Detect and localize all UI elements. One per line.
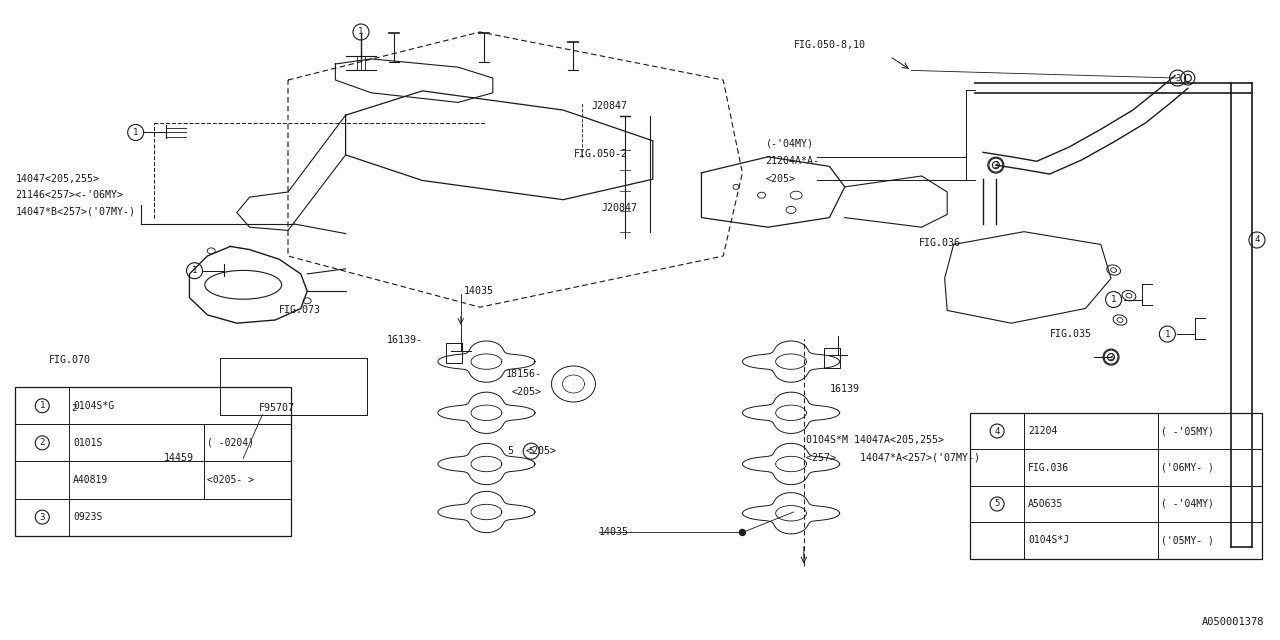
Text: 5  <205>: 5 <205> xyxy=(508,446,557,456)
Text: 16139: 16139 xyxy=(829,384,859,394)
Text: F95707: F95707 xyxy=(259,403,294,413)
Text: FIG.070: FIG.070 xyxy=(49,355,91,365)
Text: 16139-: 16139- xyxy=(387,335,422,346)
Text: 14459: 14459 xyxy=(164,453,193,463)
Text: 1: 1 xyxy=(1111,295,1116,304)
Text: ( -0204): ( -0204) xyxy=(206,438,253,448)
Text: 0101S: 0101S xyxy=(73,438,102,448)
Bar xyxy=(970,413,1262,559)
Text: FIG.050-2: FIG.050-2 xyxy=(573,148,627,159)
Circle shape xyxy=(740,529,745,536)
Text: 0923S: 0923S xyxy=(73,512,102,522)
Text: ('06MY- ): ('06MY- ) xyxy=(1161,463,1215,472)
Text: 4: 4 xyxy=(1254,236,1260,244)
Text: 1: 1 xyxy=(133,128,138,137)
Text: 5: 5 xyxy=(995,499,1000,509)
Text: 1: 1 xyxy=(192,266,197,275)
Text: FIG.035: FIG.035 xyxy=(1050,329,1092,339)
Text: J20847: J20847 xyxy=(602,203,637,213)
Text: 3: 3 xyxy=(993,161,998,170)
Text: A50635: A50635 xyxy=(1028,499,1064,509)
Text: 21204A*A-: 21204A*A- xyxy=(765,156,819,166)
Text: 2: 2 xyxy=(72,404,77,413)
Bar xyxy=(824,348,840,369)
Text: FIG.036: FIG.036 xyxy=(1028,463,1069,472)
Text: <205>: <205> xyxy=(765,174,795,184)
Text: ( -'04MY): ( -'04MY) xyxy=(1161,499,1215,509)
Text: <205>: <205> xyxy=(512,387,541,397)
Text: 0104S*J: 0104S*J xyxy=(1028,536,1069,545)
Text: 4: 4 xyxy=(995,426,1000,436)
Text: FIG.073: FIG.073 xyxy=(279,305,321,316)
Text: 21204: 21204 xyxy=(1028,426,1057,436)
Text: J20847: J20847 xyxy=(591,101,627,111)
Text: A050001378: A050001378 xyxy=(1202,617,1265,627)
Text: <0205- >: <0205- > xyxy=(206,475,253,485)
Text: 0104S*M 14047A<205,255>: 0104S*M 14047A<205,255> xyxy=(806,435,945,445)
Text: 21146<257><-'06MY>: 21146<257><-'06MY> xyxy=(15,190,123,200)
Text: 0104S*G: 0104S*G xyxy=(73,401,114,411)
Text: ('05MY- ): ('05MY- ) xyxy=(1161,536,1215,545)
Text: 5: 5 xyxy=(529,447,534,456)
Text: 1: 1 xyxy=(40,401,45,410)
Text: A40819: A40819 xyxy=(73,475,109,485)
Text: 1: 1 xyxy=(358,28,364,36)
Text: (-'04MY): (-'04MY) xyxy=(765,139,814,149)
Text: 1: 1 xyxy=(1165,330,1170,339)
Text: <257>    14047*A<257>('07MY-): <257> 14047*A<257>('07MY-) xyxy=(806,452,980,463)
Text: 3: 3 xyxy=(1108,353,1114,362)
Text: FIG.036: FIG.036 xyxy=(919,238,961,248)
Text: 3: 3 xyxy=(40,513,45,522)
Text: 18156-: 18156- xyxy=(506,369,541,380)
Text: FIG.050-8,10: FIG.050-8,10 xyxy=(794,40,865,50)
Text: 14035-: 14035- xyxy=(599,527,635,538)
Text: 14047*B<257>('07MY-): 14047*B<257>('07MY-) xyxy=(15,206,136,216)
Bar xyxy=(15,387,291,536)
Text: 3: 3 xyxy=(1175,74,1180,83)
Text: 14047<205,255>: 14047<205,255> xyxy=(15,174,100,184)
Text: 2: 2 xyxy=(40,438,45,447)
Bar xyxy=(447,343,462,364)
Text: 14035: 14035 xyxy=(463,286,493,296)
Text: ( -'05MY): ( -'05MY) xyxy=(1161,426,1215,436)
